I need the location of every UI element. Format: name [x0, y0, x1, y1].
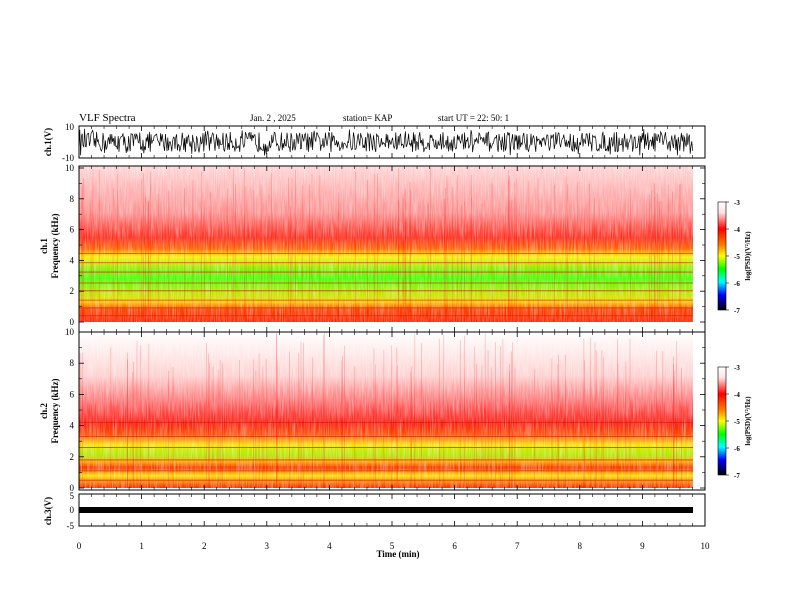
ch1-spectrogram-panel: 0 2 4 6 8 10 ch.1 Frequency (kHz)	[39, 163, 706, 333]
ch2-spectrogram-panel: 0 2 4 6 8 10 ch.2 Frequency (kHz)	[39, 327, 706, 493]
x-tick-label: 3	[265, 541, 270, 551]
y-tick-label: 8	[70, 358, 75, 368]
date-label: Jan. 2 , 2025	[250, 113, 296, 123]
colorbar-tick-label: -5	[734, 253, 740, 261]
y-tick-label: 0	[70, 317, 75, 327]
ch1-waveform-panel: 10 -10 ch.1(V)	[43, 122, 706, 163]
ch3-waveform-band	[79, 507, 693, 513]
y-tick-label: 10	[65, 163, 75, 173]
ch1-spec-ylabel-frequency: Frequency (kHz)	[50, 213, 60, 278]
y-tick-label: 4	[70, 421, 75, 431]
colorbar-tick-label: -4	[734, 391, 740, 399]
ch1-colorbar: -3 -4 -5 -6 -7 log(PSD)(V²/Hz)	[717, 199, 752, 315]
colorbar-tick-label: -6	[734, 445, 740, 453]
ch2-spec-ylabel-frequency: Frequency (kHz)	[50, 378, 60, 443]
y-tick-label: 6	[70, 225, 75, 235]
colorbar-tick-label: -7	[734, 472, 740, 480]
colorbar-tick-label: -6	[734, 280, 740, 288]
y-tick-label: 10	[65, 327, 75, 337]
ch1-ytick-top: 10	[65, 122, 75, 132]
x-tick-label: 8	[578, 541, 583, 551]
x-tick-label: 7	[515, 541, 520, 551]
ch1-ytick-bottom: -10	[62, 153, 74, 163]
colorbar-tick-label: -3	[734, 364, 740, 372]
ch3-waveform-panel: 5 0 -5 ch.3(V)	[43, 491, 706, 531]
ch3-ylabel: ch.3(V)	[43, 497, 53, 525]
colorbar-tick-label: -5	[734, 418, 740, 426]
ch1-spectral-lines	[79, 167, 693, 322]
y-tick-label: 0	[70, 483, 75, 493]
ch1-spec-ylabel-channel: ch.1	[39, 238, 49, 254]
y-tick-label: 6	[70, 389, 75, 399]
y-tick-label: 2	[70, 452, 75, 462]
colorbar-tick-label: -7	[734, 307, 740, 315]
y-tick-label: 8	[70, 194, 75, 204]
ch1-waveform-line	[78, 128, 693, 156]
x-tick-label: 6	[452, 541, 457, 551]
x-axis-label: Time (min)	[376, 549, 419, 559]
ch3-ytick-mid: 0	[70, 505, 75, 515]
x-tick-label: 10	[701, 541, 711, 551]
y-tick-label: 4	[70, 255, 75, 265]
chart-title: VLF Spectra	[79, 112, 136, 124]
start-time-label: start UT = 22: 50: 1	[438, 113, 510, 123]
x-tick-label: 9	[640, 541, 645, 551]
colorbar-tick-label: -4	[734, 226, 740, 234]
x-tick-label: 4	[327, 541, 332, 551]
x-tick-label: 5	[390, 541, 395, 551]
y-tick-label: 2	[70, 286, 75, 296]
ch1-ylabel: ch.1(V)	[43, 128, 53, 156]
ch3-ytick-bottom: -5	[67, 521, 75, 531]
time-axis: 0 1 2 3 4 5 6 7 8 9 10	[77, 126, 710, 551]
ch1-colorbar-label: log(PSD)(V²/Hz)	[744, 231, 752, 281]
ch2-spec-ylabel-channel: ch.2	[39, 403, 49, 419]
ch2-spectral-lines	[79, 332, 693, 488]
station-label: station= KAP	[343, 113, 393, 123]
x-tick-label: 1	[139, 541, 144, 551]
ch2-colorbar-label: log(PSD)(V²/Hz)	[744, 396, 752, 446]
ch3-ytick-top: 5	[70, 491, 75, 501]
x-tick-label: 0	[77, 541, 82, 551]
colorbar-tick-label: -3	[734, 199, 740, 207]
x-tick-label: 2	[202, 541, 207, 551]
ch2-colorbar: -3 -4 -5 -6 -7 log(PSD)(V²/Hz)	[717, 364, 752, 480]
